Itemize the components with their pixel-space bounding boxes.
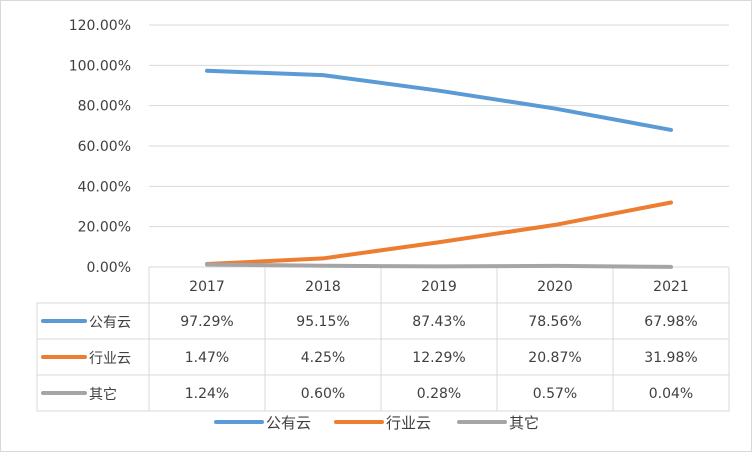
y-tick-label: 0.00%: [87, 260, 131, 276]
table-data-label: 0.57%: [533, 386, 577, 402]
legend-label: 行业云: [386, 414, 431, 432]
series-line: [205, 200, 673, 267]
y-tick-label: 60.00%: [78, 139, 131, 155]
x-category-label: 2021: [653, 279, 689, 295]
x-category-label: 2020: [537, 279, 573, 295]
table-data-label: 31.98%: [644, 350, 697, 366]
y-tick-label: 80.00%: [78, 99, 131, 115]
table-series-name: 其它: [89, 386, 117, 403]
table-data-label: 1.24%: [185, 386, 229, 402]
table-series-name: 公有云: [89, 315, 131, 331]
table-data-label: 78.56%: [528, 314, 581, 330]
table-data-label: 95.15%: [296, 314, 349, 330]
legend-label: 公有云: [266, 414, 311, 432]
y-tick-label: 40.00%: [78, 179, 131, 195]
x-category-label: 2017: [189, 279, 225, 295]
table-data-label: 0.04%: [649, 386, 693, 402]
series-line: [205, 262, 673, 269]
x-category-label: 2019: [421, 279, 457, 295]
table-data-label: 12.29%: [412, 350, 465, 366]
table-series-name: 行业云: [89, 351, 131, 367]
y-tick-label: 120.00%: [69, 18, 131, 34]
table-data-label: 87.43%: [412, 314, 465, 330]
table-data-label: 4.25%: [301, 350, 345, 366]
table-data-label: 0.28%: [417, 386, 461, 402]
y-tick-label: 100.00%: [69, 58, 131, 74]
table-data-label: 67.98%: [644, 314, 697, 330]
x-category-label: 2018: [305, 279, 341, 295]
legend-label: 其它: [509, 414, 539, 432]
table-data-label: 0.60%: [301, 386, 345, 402]
table-data-label: 97.29%: [180, 314, 233, 330]
series-line: [205, 68, 673, 132]
y-tick-label: 20.00%: [78, 220, 131, 236]
table-data-label: 20.87%: [528, 350, 581, 366]
table-data-label: 1.47%: [185, 350, 229, 366]
